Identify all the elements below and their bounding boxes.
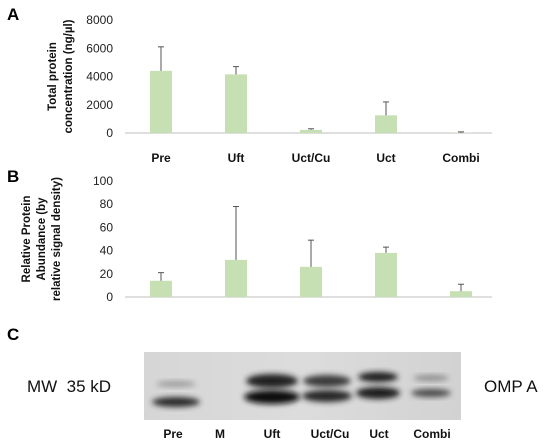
y-axis-label: Total protein concentration (ng/µl) <box>47 19 75 133</box>
x-tick-label: Pre <box>151 151 171 165</box>
western-blot: MW 35 kD OMP A Pre M Uft Uct/Cu Uct Combi <box>27 352 538 441</box>
y-axis-label-line: Relative Protein <box>21 196 33 283</box>
blot-lane-labels: Pre M Uft Uct/Cu Uct Combi <box>163 427 450 441</box>
panel-letter-a: A <box>7 5 19 24</box>
blot-mw-label: MW 35 kD <box>27 377 111 396</box>
bar <box>375 115 397 133</box>
y-tick-label: 4000 <box>86 70 113 84</box>
panel-letter-c: C <box>7 325 19 344</box>
bar <box>150 280 172 297</box>
x-tick-label: Uct <box>376 151 395 165</box>
chart-b: 0 20 40 60 80 100 Relative Protein Abundance (b… <box>21 174 492 304</box>
y-tick-label: 0 <box>106 290 113 304</box>
y-axis-label-line: concentration (ng/µl) <box>63 19 75 133</box>
blot-membrane <box>144 352 461 420</box>
bar <box>300 266 322 297</box>
band-pre-lower <box>152 397 200 407</box>
y-axis-label-line: Abundance (by <box>36 197 48 281</box>
bar <box>300 129 322 133</box>
band-combi-lower <box>411 389 451 397</box>
panel-letter-b: B <box>7 167 19 186</box>
band-uctcu-upper <box>303 375 351 387</box>
lane-label: Uft <box>264 427 281 441</box>
bar <box>375 252 397 297</box>
y-axis-label-line: relative signal density) <box>51 177 63 301</box>
lane-label: Combi <box>413 427 450 441</box>
y-tick-label: 60 <box>100 220 114 234</box>
band-uct-lower <box>356 387 400 399</box>
lane-label: Pre <box>163 427 183 441</box>
lane-label: Uct/Cu <box>311 427 350 441</box>
lane-label: M <box>215 427 225 441</box>
band-uctcu-lower <box>302 390 352 402</box>
y-axis-label: Relative Protein Abundance (by relative si… <box>21 177 63 301</box>
y-tick-label: 2000 <box>86 98 113 112</box>
chart-a: 0 2000 4000 6000 8000 Pre Uft Uct/Cu Uct Combi Tot… <box>47 13 492 165</box>
y-tick-label: 20 <box>100 267 114 281</box>
band-combi-upper <box>413 375 449 381</box>
bar <box>150 70 172 133</box>
x-tick-label: Combi <box>442 151 479 165</box>
x-tick-label: Uct/Cu <box>292 151 331 165</box>
bar <box>450 291 472 297</box>
band-uft-lower <box>244 390 300 404</box>
blot-protein-label: OMP A <box>484 377 538 396</box>
y-tick-label: 6000 <box>86 41 113 55</box>
y-tick-label: 100 <box>93 174 113 188</box>
y-tick-label: 0 <box>106 126 113 140</box>
y-tick-label: 80 <box>100 197 114 211</box>
y-tick-label: 40 <box>100 244 114 258</box>
y-axis-label-line: Total protein <box>47 42 59 111</box>
x-tick-label: Uft <box>228 151 245 165</box>
band-uct-upper <box>358 372 398 382</box>
lane-label: Uct <box>369 427 388 441</box>
y-tick-label: 8000 <box>86 13 113 27</box>
band-uft-upper <box>246 374 298 388</box>
bar <box>225 74 247 133</box>
band-pre-upper <box>156 381 196 387</box>
bar <box>225 259 247 297</box>
